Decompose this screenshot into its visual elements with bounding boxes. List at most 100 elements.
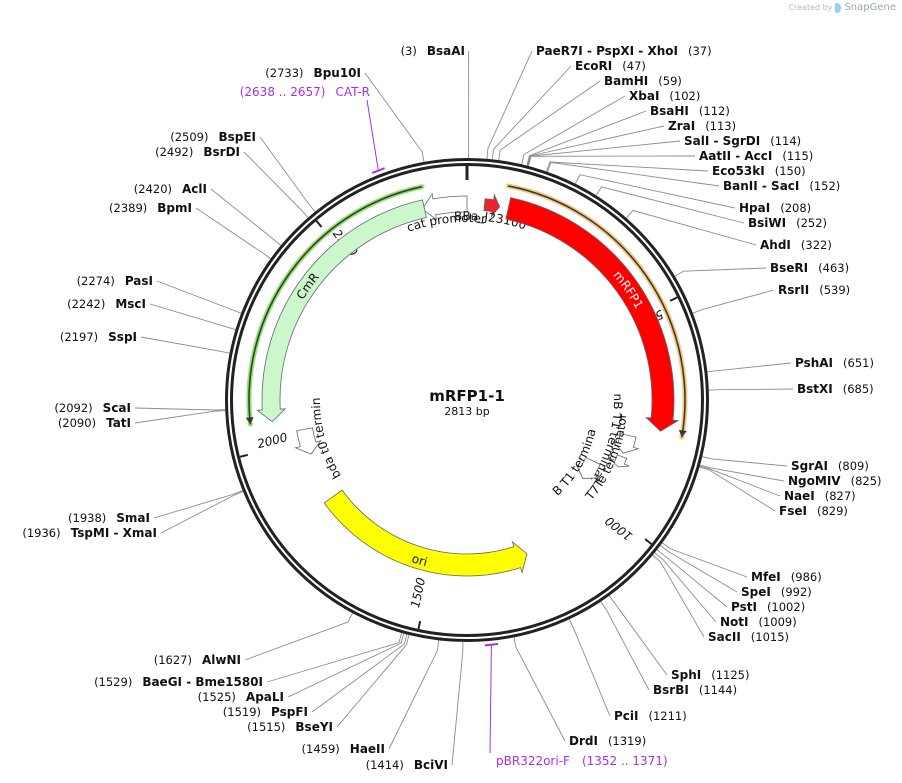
enzyme-label[interactable]: HpaI (208) (739, 201, 811, 215)
enzyme-label[interactable]: BsiWI (252) (748, 216, 827, 230)
enzyme-label[interactable]: RsrII (539) (778, 283, 850, 297)
enzyme-label[interactable]: (2509) BspEI (170, 130, 256, 144)
feature-mrfp1[interactable] (505, 197, 680, 432)
enzyme-label[interactable]: ZraI (113) (668, 119, 736, 133)
feature-bba-j23100[interactable] (483, 193, 501, 218)
enzyme-label[interactable]: NgoMIV (825) (788, 474, 882, 488)
enzyme-name: TatI (106, 416, 131, 430)
enzyme-label[interactable]: BstXI (685) (797, 382, 874, 396)
enzyme-label[interactable]: PciI (1211) (614, 709, 687, 723)
enzyme-name: Eco53kI (712, 164, 765, 178)
enzyme-position: (1015) (751, 630, 789, 644)
enzyme-name: EcoRI (575, 59, 612, 73)
enzyme-position: (115) (782, 149, 813, 163)
orf-line (507, 185, 686, 438)
enzyme-label[interactable]: (2090) TatI (58, 416, 131, 430)
enzyme-label[interactable]: Eco53kI (150) (712, 164, 806, 178)
enzyme-label[interactable]: (2420) AclI (134, 182, 207, 196)
plasmid-length: 2813 bp (444, 405, 489, 418)
enzyme-position: (1459) (302, 742, 340, 756)
leader-line (707, 362, 792, 373)
enzyme-name: RsrII (778, 283, 809, 297)
primer-name: CAT-R (335, 85, 370, 99)
primer-label[interactable]: pBR322ori-F (1352 .. 1371) (496, 754, 668, 768)
feature-rrnb-t1-terminator-a[interactable] (611, 433, 640, 454)
enzyme-label[interactable]: SpeI (992) (741, 585, 812, 599)
credit-prefix: Created by (788, 3, 833, 12)
enzyme-label[interactable]: (2197) SspI (60, 330, 137, 344)
enzyme-position: (2492) (155, 145, 193, 159)
enzyme-name: PshAI (795, 356, 833, 370)
enzyme-label[interactable]: SacII (1015) (708, 630, 789, 644)
enzyme-label[interactable]: (1525) ApaLI (198, 690, 284, 704)
enzyme-label[interactable]: (1529) BaeGI - Bme1580I (94, 675, 263, 689)
enzyme-label[interactable]: (1627) AlwNI (154, 653, 241, 667)
leader-line (451, 641, 464, 766)
enzyme-label[interactable]: SgrAI (809) (791, 459, 869, 473)
enzyme-label[interactable]: EcoRI (47) (575, 59, 646, 73)
enzyme-name: BstXI (797, 382, 833, 396)
feature-lambda-t0-terminator[interactable] (294, 427, 322, 455)
enzyme-label[interactable]: DrdI (1319) (569, 734, 646, 748)
enzyme-label[interactable]: (2242) MscI (67, 297, 146, 311)
enzyme-label[interactable]: BanII - SacI (152) (723, 179, 840, 193)
primer-label[interactable]: (2638 .. 2657) CAT-R (240, 85, 370, 99)
enzyme-label[interactable]: NotI (1009) (720, 615, 797, 629)
enzyme-label[interactable]: (1414) BciVI (366, 758, 448, 772)
enzyme-label[interactable]: (1938) SmaI (68, 511, 150, 525)
enzyme-label[interactable]: (2274) PasI (77, 274, 153, 288)
leader-line (266, 632, 403, 683)
feature-t7te-terminator[interactable] (610, 454, 630, 468)
enzyme-label[interactable]: SphI (1125) (671, 668, 750, 682)
leader-line (311, 634, 408, 713)
enzyme-label[interactable]: (1936) TspMI - XmaI (22, 526, 157, 540)
enzyme-label[interactable]: (2389) BpmI (109, 201, 192, 215)
enzyme-name: BsaAI (427, 44, 465, 58)
enzyme-position: (825) (851, 474, 882, 488)
feature-rrnb-t1-terminator-b[interactable] (575, 456, 601, 479)
feature-cat-promoter[interactable] (421, 192, 468, 221)
enzyme-leader-lines (134, 50, 794, 766)
enzyme-label[interactable]: PshAI (651) (795, 356, 874, 370)
primer-marks: (2638 .. 2657) CAT-R pBR322ori-F (1352 .. 1… (240, 85, 668, 768)
enzyme-label[interactable]: BsaHI (112) (650, 104, 730, 118)
enzyme-label[interactable]: FseI (829) (779, 504, 848, 518)
enzyme-position: (1211) (649, 709, 687, 723)
feature-label: ori (410, 551, 429, 569)
enzyme-label[interactable]: (3) BsaAI (401, 44, 465, 58)
snapgene-logo-icon (835, 2, 842, 13)
leader-line (660, 545, 738, 593)
enzyme-label[interactable]: BsrBI (1144) (653, 683, 737, 697)
enzyme-label[interactable]: (2492) BsrDI (155, 145, 240, 159)
leader-line (134, 410, 226, 424)
enzyme-labels: PaeR7I - PspXI - XhoI (37)EcoRI (47)BamHI(… (22, 44, 881, 772)
enzyme-label[interactable]: PstI (1002) (731, 600, 805, 614)
enzyme-name: XbaI (629, 89, 659, 103)
enzyme-label[interactable]: PaeR7I - PspXI - XhoI (37) (536, 44, 712, 58)
enzyme-label[interactable]: AhdI (322) (760, 238, 832, 252)
feature-cmr[interactable] (256, 199, 427, 423)
leader-line (364, 72, 425, 162)
enzyme-label[interactable]: BamHI (59) (604, 74, 682, 88)
feature-ori[interactable] (323, 489, 528, 577)
enzyme-label[interactable]: AatII - AccI (115) (699, 149, 813, 163)
leader-line (626, 209, 757, 246)
primer-leader-line (366, 99, 379, 171)
enzyme-position: (152) (809, 179, 840, 193)
enzyme-label[interactable]: (1515) BseYI (247, 720, 333, 734)
leader-line (513, 637, 566, 742)
enzyme-label[interactable]: SalI - SgrDI (114) (684, 134, 801, 148)
leader-line (521, 95, 626, 165)
enzyme-label[interactable]: (2733) Bpu10I (265, 66, 361, 80)
enzyme-name: DrdI (569, 734, 598, 748)
enzyme-label[interactable]: XbaI (102) (629, 89, 700, 103)
enzyme-label[interactable]: (1459) HaeII (302, 742, 385, 756)
enzyme-name: NgoMIV (788, 474, 841, 488)
enzyme-label[interactable]: (2092) ScaI (54, 401, 131, 415)
primer-mark (371, 167, 385, 174)
enzyme-label[interactable]: NaeI (827) (784, 489, 856, 503)
enzyme-name: SacII (708, 630, 741, 644)
enzyme-label[interactable]: (1519) PspFI (223, 705, 308, 719)
enzyme-label[interactable]: MfeI (986) (751, 570, 822, 584)
enzyme-label[interactable]: BseRI (463) (770, 261, 849, 275)
